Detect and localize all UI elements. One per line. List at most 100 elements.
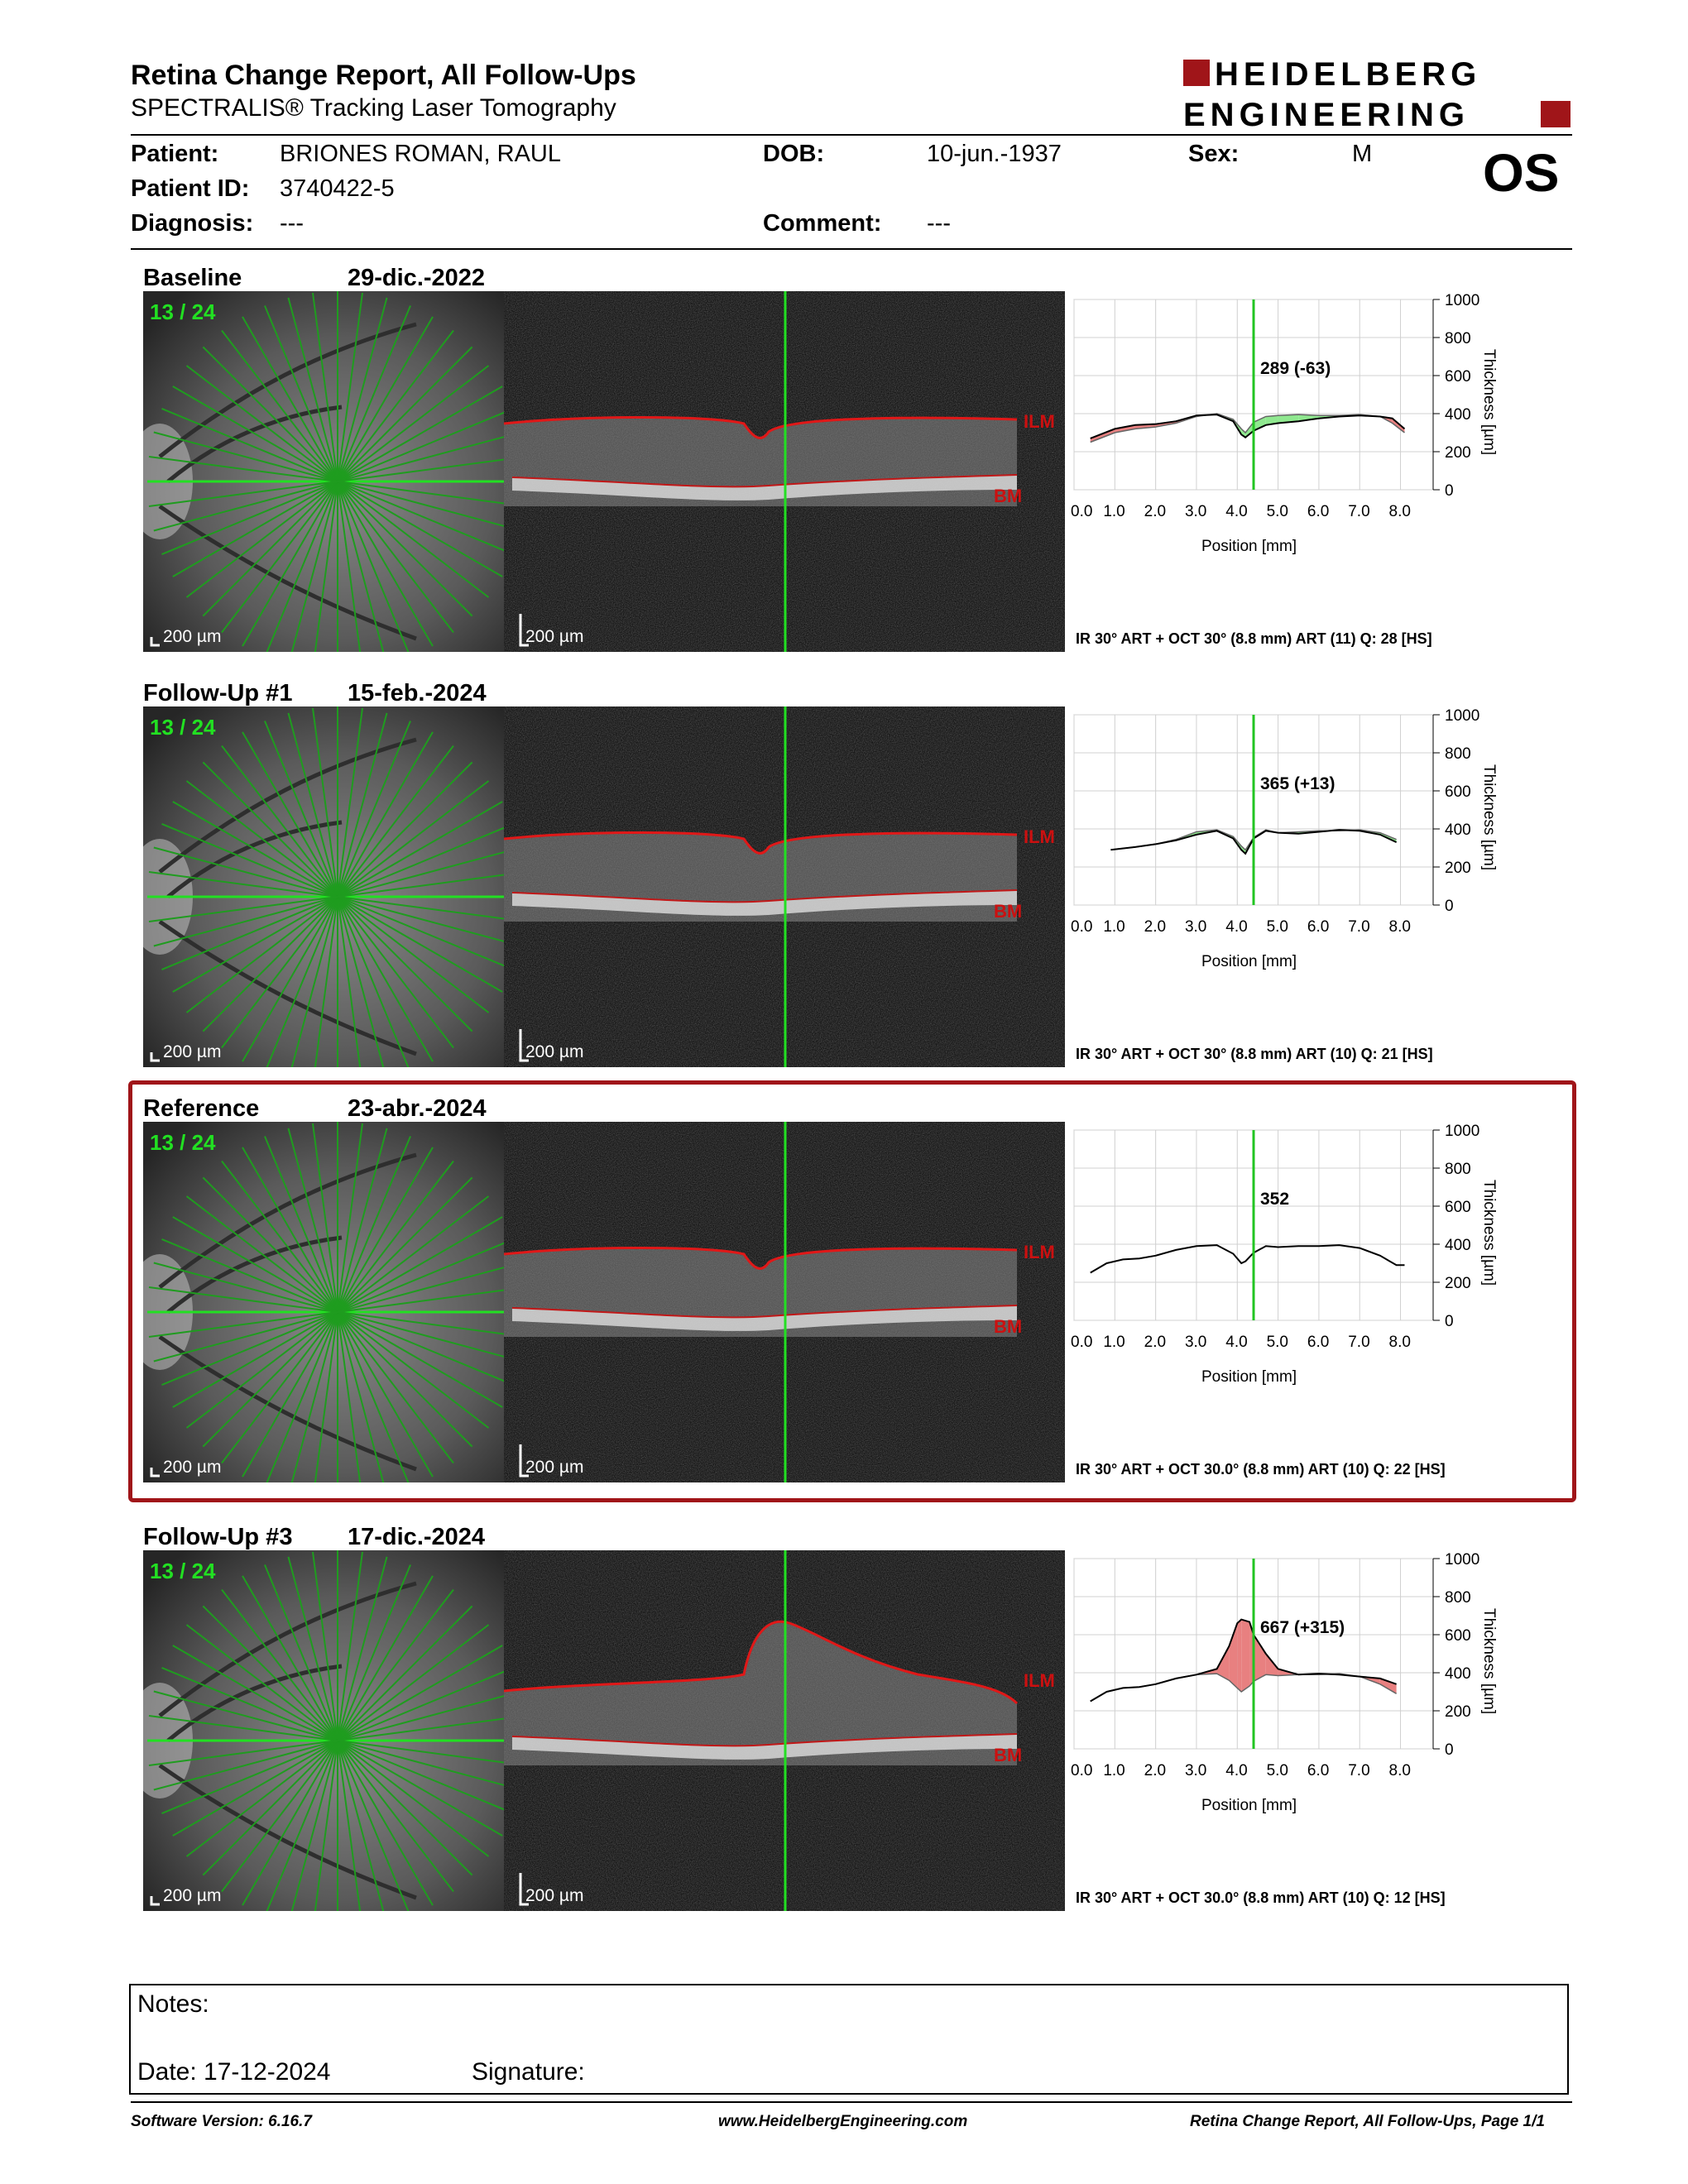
footer-page: Retina Change Report, All Follow-Ups, Pa… (1190, 2113, 1545, 2130)
fundus-image[interactable]: 13 / 24 200 µm (143, 1550, 504, 1911)
fundus-scale-label: 200 µm (163, 1886, 221, 1905)
thickness-decrease-area (1245, 422, 1254, 438)
thickness-increase-area (1379, 1678, 1397, 1694)
thickness-increase-area (1216, 1645, 1230, 1681)
reference-highlight-frame (128, 1080, 1576, 1502)
patient-name: BRIONES ROMAN, RAUL (280, 141, 561, 167)
thickness-increase-area (1241, 1619, 1250, 1692)
exam-label: Follow-Up #3 (143, 1524, 293, 1550)
reference-thickness-line (1090, 413, 1405, 443)
retinal-vessel (158, 1763, 417, 1900)
rpe-band (512, 890, 1017, 916)
thickness-line (1090, 1618, 1397, 1703)
x-tick-label: 5.0 (1267, 503, 1288, 520)
acquisition-info: IR 30° ART + OCT 30.0° (8.8 mm) ART (10)… (1076, 1889, 1446, 1906)
oct-bscan[interactable]: ILM BM 200 µm (504, 706, 1065, 1067)
x-tick-label: 0.0 (1071, 503, 1092, 520)
y-tick-label: 1000 (1445, 1123, 1479, 1140)
y-tick-label: 1000 (1445, 1551, 1479, 1569)
y-axis-label: Thickness [µm] (1480, 1608, 1498, 1714)
thickness-value-label: 352 (1260, 1190, 1289, 1209)
x-tick-label: 8.0 (1389, 1334, 1411, 1351)
y-tick-label: 0 (1445, 898, 1454, 915)
notes-box[interactable] (129, 1984, 1569, 2095)
thickness-increase-area (1265, 1654, 1278, 1676)
x-axis-label: Position [mm] (1201, 538, 1297, 555)
exam-date: 15-feb.-2024 (348, 680, 487, 706)
y-tick-label: 0 (1445, 1741, 1454, 1759)
y-tick-label: 1000 (1445, 292, 1479, 309)
thickness-chart: 1000 800 600 400 200 0 0.0 1.0 2.0 3.0 4.0 5.0 6.0 7.… (1071, 1123, 1498, 1478)
oct-bscan[interactable]: ILM BM 200 µm (504, 291, 1065, 652)
ilm-line (504, 1620, 1019, 1705)
bm-line (511, 1733, 1018, 1747)
thickness-chart: 1000 800 600 400 200 0 0.0 1.0 2.0 3.0 4.0 5.0 6.0 7.… (1071, 292, 1498, 647)
y-tick-label: 800 (1445, 745, 1471, 763)
logo-line-1: HEIDELBERG (1215, 58, 1481, 93)
retinal-vessel (166, 405, 343, 483)
y-axis-label: Thickness [µm] (1480, 1180, 1498, 1286)
y-tick-label: 600 (1445, 1627, 1471, 1645)
scale-bar-icon (519, 1873, 529, 1906)
oct-bscan[interactable]: ILM BM 200 µm (504, 1550, 1065, 1911)
scale-bar-icon (150, 1052, 160, 1062)
y-tick-label: 1000 (1445, 707, 1479, 725)
eye-indicator: OS (1483, 143, 1560, 203)
thickness-chart: 1000 800 600 400 200 0 0.0 1.0 2.0 3.0 4.0 5.0 6.0 7.… (1071, 707, 1498, 1062)
x-tick-label: 7.0 (1348, 1334, 1369, 1351)
x-tick-label: 4.0 (1225, 503, 1247, 520)
retina-layers (504, 1621, 1017, 1765)
radial-scan-line (148, 458, 504, 508)
bm-line (511, 889, 1018, 903)
thickness-increase-area (1090, 429, 1115, 443)
fundus-image[interactable]: 13 / 24 200 µm (143, 291, 504, 652)
logo-square-top (1183, 60, 1210, 86)
ilm-label: ILM (1024, 826, 1055, 847)
thickness-line (1110, 829, 1398, 855)
y-tick-label: 600 (1445, 783, 1471, 801)
footer-rule (131, 2101, 1572, 2103)
oct-scale-label: 200 µm (525, 1458, 583, 1477)
logo-square-bottom (1541, 101, 1571, 127)
radial-scan-line (148, 1717, 504, 1767)
diagnosis-value: --- (280, 210, 304, 237)
scan-index: 13 / 24 (150, 299, 216, 324)
comment-label: Comment: (763, 210, 882, 237)
scale-bar-icon (150, 1468, 160, 1478)
y-tick-label: 800 (1445, 1589, 1471, 1607)
bm-label: BM (994, 1316, 1022, 1337)
x-tick-label: 0.0 (1071, 1334, 1092, 1351)
y-tick-label: 200 (1445, 1703, 1471, 1721)
thickness-decrease-area (1298, 414, 1319, 422)
bm-label: BM (994, 1745, 1022, 1765)
acquisition-info: IR 30° ART + OCT 30.0° (8.8 mm) ART (10)… (1076, 1461, 1446, 1478)
y-tick-label: 800 (1445, 330, 1471, 347)
exam-label: Reference (143, 1095, 260, 1122)
x-tick-label: 0.0 (1071, 918, 1092, 936)
sex-label: Sex: (1188, 141, 1240, 167)
fundus-image[interactable]: 13 / 24 200 µm (143, 706, 504, 1067)
fundus-image[interactable]: 13 / 24 200 µm (143, 1122, 504, 1482)
exam-date: 29-dic.-2022 (348, 265, 486, 291)
thickness-increase-area (1229, 1623, 1238, 1688)
date-label: Date: 17-12-2024 (137, 2058, 331, 2086)
x-tick-label: 4.0 (1225, 918, 1247, 936)
acquisition-info: IR 30° ART + OCT 30° (8.8 mm) ART (11) Q… (1076, 630, 1432, 647)
heidelberg-logo: HEIDELBERG ENGINEERING (1183, 58, 1571, 132)
exam-date: 23-abr.-2024 (348, 1095, 487, 1122)
retinal-vessel (158, 1152, 417, 1289)
thickness-increase-area (1254, 1635, 1266, 1682)
y-tick-label: 400 (1445, 1237, 1471, 1254)
retinal-vessel (166, 820, 343, 898)
retinal-vessel (158, 1334, 417, 1472)
retinal-vessel (158, 1581, 417, 1717)
oct-scale-label: 200 µm (525, 627, 583, 646)
retinal-vessel (158, 919, 417, 1056)
x-tick-label: 3.0 (1185, 503, 1206, 520)
retinal-vessel (158, 504, 417, 641)
x-tick-label: 1.0 (1103, 1334, 1125, 1351)
scale-bar-icon (519, 614, 529, 647)
x-tick-label: 0.0 (1071, 1762, 1092, 1779)
oct-bscan[interactable]: ILM BM 200 µm (504, 1122, 1065, 1482)
x-axis-label: Position [mm] (1201, 1797, 1297, 1814)
